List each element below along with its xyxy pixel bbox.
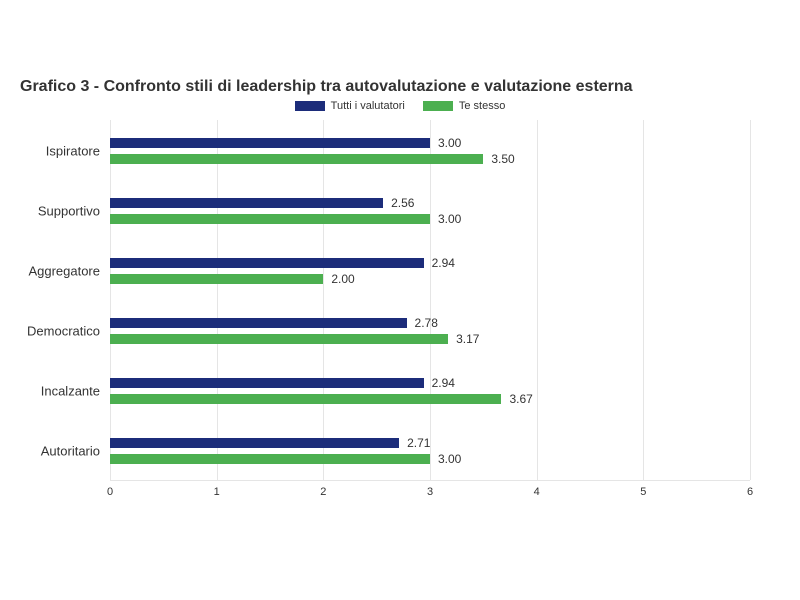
- value-label-self: 2.00: [331, 272, 354, 286]
- y-axis-label: Ispiratore: [20, 144, 100, 159]
- value-label-all: 3.00: [438, 136, 461, 150]
- y-axis-label: Supportivo: [20, 204, 100, 219]
- plot-area: 0123456Ispiratore3.003.50Supportivo2.563…: [110, 120, 750, 480]
- value-label-all: 2.94: [432, 376, 455, 390]
- x-tick-label: 4: [534, 486, 540, 498]
- value-label-self: 3.00: [438, 212, 461, 226]
- value-label-all: 2.78: [415, 316, 438, 330]
- x-tick-label: 0: [107, 486, 113, 498]
- x-axis-line: [110, 480, 750, 481]
- value-label-self: 3.67: [509, 392, 532, 406]
- value-label-all: 2.56: [391, 196, 414, 210]
- x-tick-label: 3: [427, 486, 433, 498]
- value-label-all: 2.94: [432, 256, 455, 270]
- bar-self: [110, 454, 430, 464]
- bar-all: [110, 438, 399, 448]
- bar-all: [110, 258, 424, 268]
- bar-all: [110, 378, 424, 388]
- y-axis-label: Autoritario: [20, 444, 100, 459]
- grid-line: [537, 120, 538, 480]
- legend-label-self: Te stesso: [459, 100, 505, 112]
- value-label-self: 3.00: [438, 452, 461, 466]
- x-tick-label: 5: [640, 486, 646, 498]
- bar-self: [110, 214, 430, 224]
- legend-swatch-all: [295, 101, 325, 111]
- grid-line: [643, 120, 644, 480]
- x-tick-label: 1: [214, 486, 220, 498]
- grid-line: [323, 120, 324, 480]
- legend-label-all: Tutti i valutatori: [331, 100, 405, 112]
- legend: Tutti i valutatori Te stesso: [20, 100, 780, 112]
- grid-line: [110, 120, 111, 480]
- y-axis-label: Aggregatore: [20, 264, 100, 279]
- y-axis-label: Democratico: [20, 324, 100, 339]
- bar-self: [110, 154, 483, 164]
- legend-swatch-self: [423, 101, 453, 111]
- grid-line: [217, 120, 218, 480]
- bar-self: [110, 334, 448, 344]
- leadership-chart: Grafico 3 - Confronto stili di leadershi…: [20, 78, 780, 480]
- legend-item-all: Tutti i valutatori: [295, 100, 405, 112]
- chart-title: Grafico 3 - Confronto stili di leadershi…: [20, 78, 780, 96]
- value-label-self: 3.50: [491, 152, 514, 166]
- value-label-all: 2.71: [407, 436, 430, 450]
- grid-line: [750, 120, 751, 480]
- bar-all: [110, 318, 407, 328]
- bar-self: [110, 274, 323, 284]
- bar-all: [110, 198, 383, 208]
- bar-self: [110, 394, 501, 404]
- y-axis-label: Incalzante: [20, 384, 100, 399]
- legend-item-self: Te stesso: [423, 100, 505, 112]
- x-tick-label: 6: [747, 486, 753, 498]
- grid-line: [430, 120, 431, 480]
- value-label-self: 3.17: [456, 332, 479, 346]
- bar-all: [110, 138, 430, 148]
- x-tick-label: 2: [320, 486, 326, 498]
